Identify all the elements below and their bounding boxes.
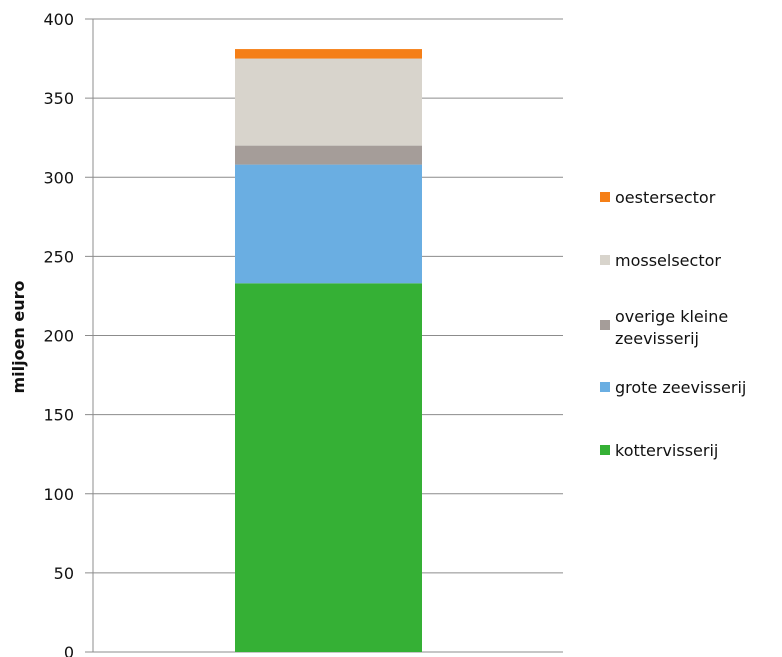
legend-label: grote zeevisserij (615, 378, 746, 397)
y-tick-label: 350 (43, 89, 74, 108)
legend-label: mosselsector (615, 251, 721, 270)
y-tick-label: 300 (43, 168, 74, 187)
legend-label: kottervisserij (615, 441, 718, 460)
bar-segment-kottervisserij (235, 283, 422, 652)
y-tick-label: 150 (43, 406, 74, 425)
y-tick-label: 50 (54, 564, 74, 583)
legend-swatch (600, 255, 610, 265)
legend-label: overige kleine zeevisserij (615, 307, 728, 348)
legend-swatch (600, 192, 610, 202)
y-tick-label: 100 (43, 485, 74, 504)
bar-segment-grote-zeevisserij (235, 164, 422, 284)
legend-swatch (600, 445, 610, 455)
y-tick-labels: 0 50 100 150 200 250 300 350 400 (43, 10, 74, 657)
y-tick-label: 200 (43, 327, 74, 346)
y-tick-label: 250 (43, 247, 74, 266)
legend-label: oestersector (615, 188, 716, 207)
legend-swatch (600, 382, 610, 392)
bar-segment-mosselsector (235, 58, 422, 146)
y-tick-label: 0 (64, 643, 74, 657)
bar-segments (235, 49, 422, 652)
bar-segment-oestersector (235, 49, 422, 59)
y-axis-label: miljoen euro (9, 280, 28, 393)
legend: oestersector mosselsector overige kleine ze… (600, 188, 746, 460)
y-tick-label: 400 (43, 10, 74, 29)
legend-swatch (600, 320, 610, 330)
bar-segment-overige-kleine-zeevisserij (235, 145, 422, 165)
